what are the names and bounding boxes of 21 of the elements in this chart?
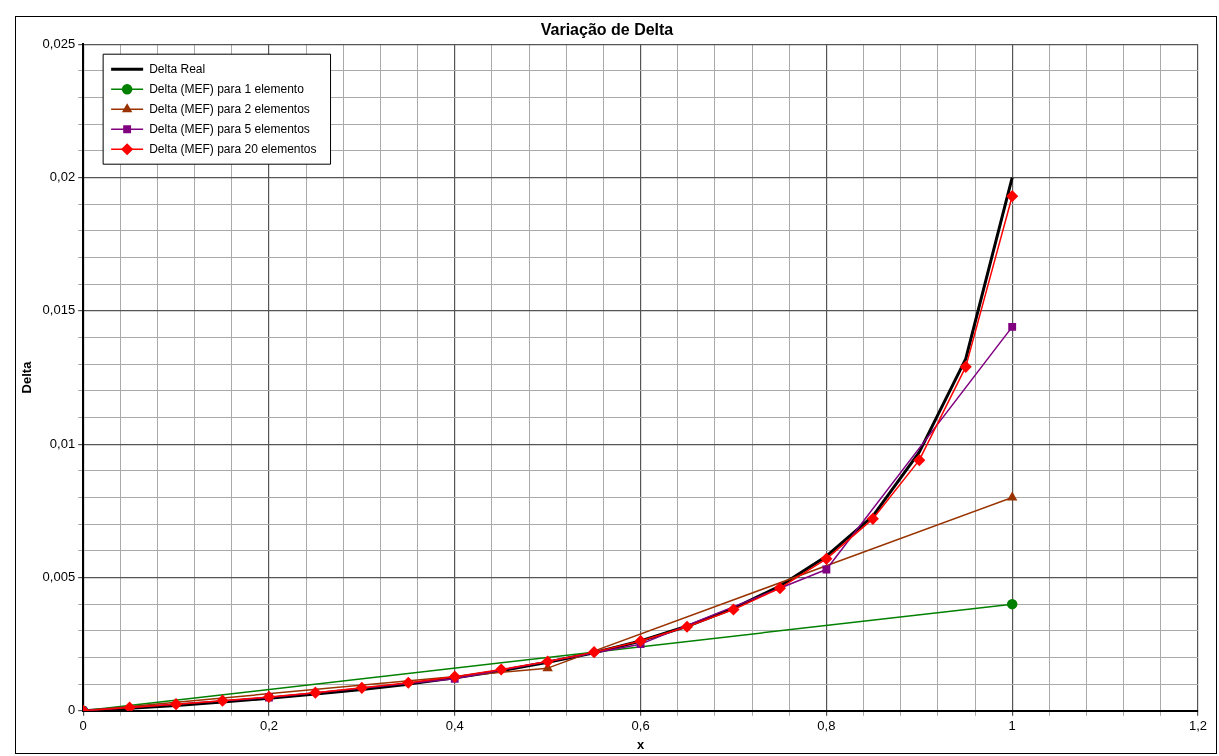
legend-label: Delta (MEF) para 1 elemento bbox=[149, 81, 305, 96]
x-tick-label: 0,4 bbox=[445, 718, 464, 734]
y-tick-label: 0,01 bbox=[49, 435, 76, 451]
x-tick-label: 0 bbox=[79, 718, 87, 734]
x-tick-label: 0,8 bbox=[817, 718, 836, 734]
y-tick-label: 0,015 bbox=[42, 302, 76, 318]
y-tick-label: 0,025 bbox=[42, 35, 76, 51]
x-tick-label: 1 bbox=[1008, 718, 1016, 734]
legend-label: Delta (MEF) para 5 elementos bbox=[149, 121, 310, 136]
x-tick-label: 1,2 bbox=[1188, 718, 1208, 734]
legend-label: Delta Real bbox=[149, 61, 206, 76]
legend-label: Delta (MEF) para 20 elementos bbox=[149, 141, 317, 156]
x-tick-label: 0,2 bbox=[259, 718, 278, 734]
y-tick-label: 0,005 bbox=[42, 569, 76, 585]
y-tick-label: 0,02 bbox=[49, 169, 76, 185]
x-axis-title: x bbox=[636, 736, 645, 752]
y-tick-label: 0 bbox=[67, 702, 76, 718]
x-tick-label: 0,6 bbox=[631, 718, 650, 734]
legend-label: Delta (MEF) para 2 elementos bbox=[149, 101, 310, 116]
chart-title: Variação de Delta bbox=[540, 21, 674, 39]
y-axis-title: Delta bbox=[19, 360, 35, 394]
